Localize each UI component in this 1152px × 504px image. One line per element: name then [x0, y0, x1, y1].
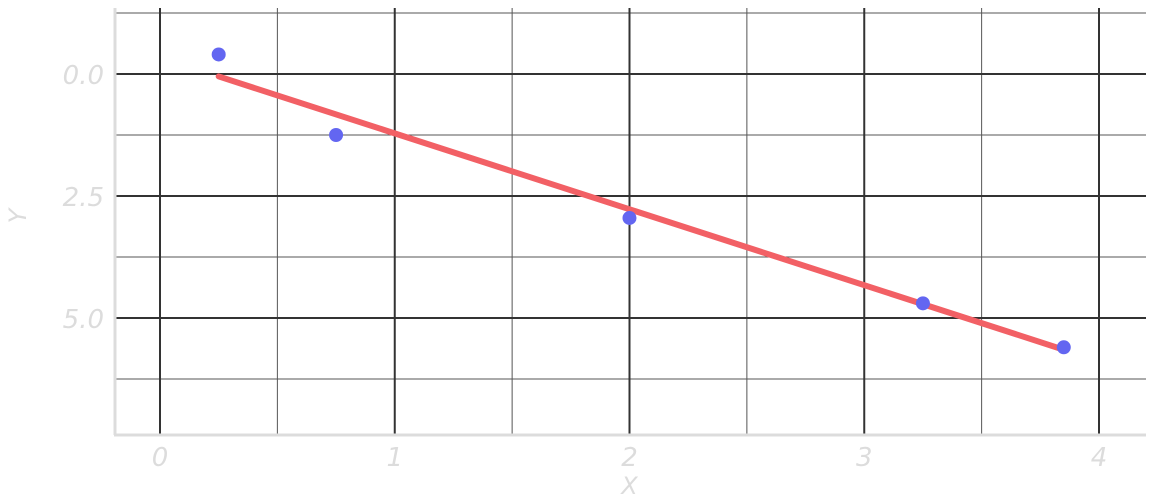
y-tick-label: 0.0	[63, 61, 104, 91]
major-grid	[115, 8, 1146, 435]
data-point	[915, 296, 930, 311]
x-tick-label: 2	[621, 443, 638, 473]
data-points	[211, 47, 1071, 355]
fit-line	[215, 73, 1067, 353]
fit-line-layer	[215, 73, 1067, 353]
data-point	[211, 47, 226, 62]
x-axis-label: X	[619, 472, 638, 500]
y-axis-label: Y	[4, 206, 32, 223]
data-point	[1056, 340, 1071, 355]
x-tick-label: 1	[386, 443, 403, 473]
x-tick-label: 0	[152, 443, 169, 473]
data-point	[622, 210, 637, 225]
y-tick-labels: 0.0 2.5 5.0	[63, 61, 104, 335]
y-tick-label: 2.5	[63, 183, 104, 213]
axes	[113, 8, 1146, 437]
y-tick-label: 5.0	[63, 305, 104, 335]
x-tick-label: 3	[856, 443, 873, 473]
x-tick-label: 4	[1091, 443, 1108, 473]
data-point	[329, 128, 344, 142]
x-tick-labels: 0 1 2 3 4	[152, 443, 1108, 473]
